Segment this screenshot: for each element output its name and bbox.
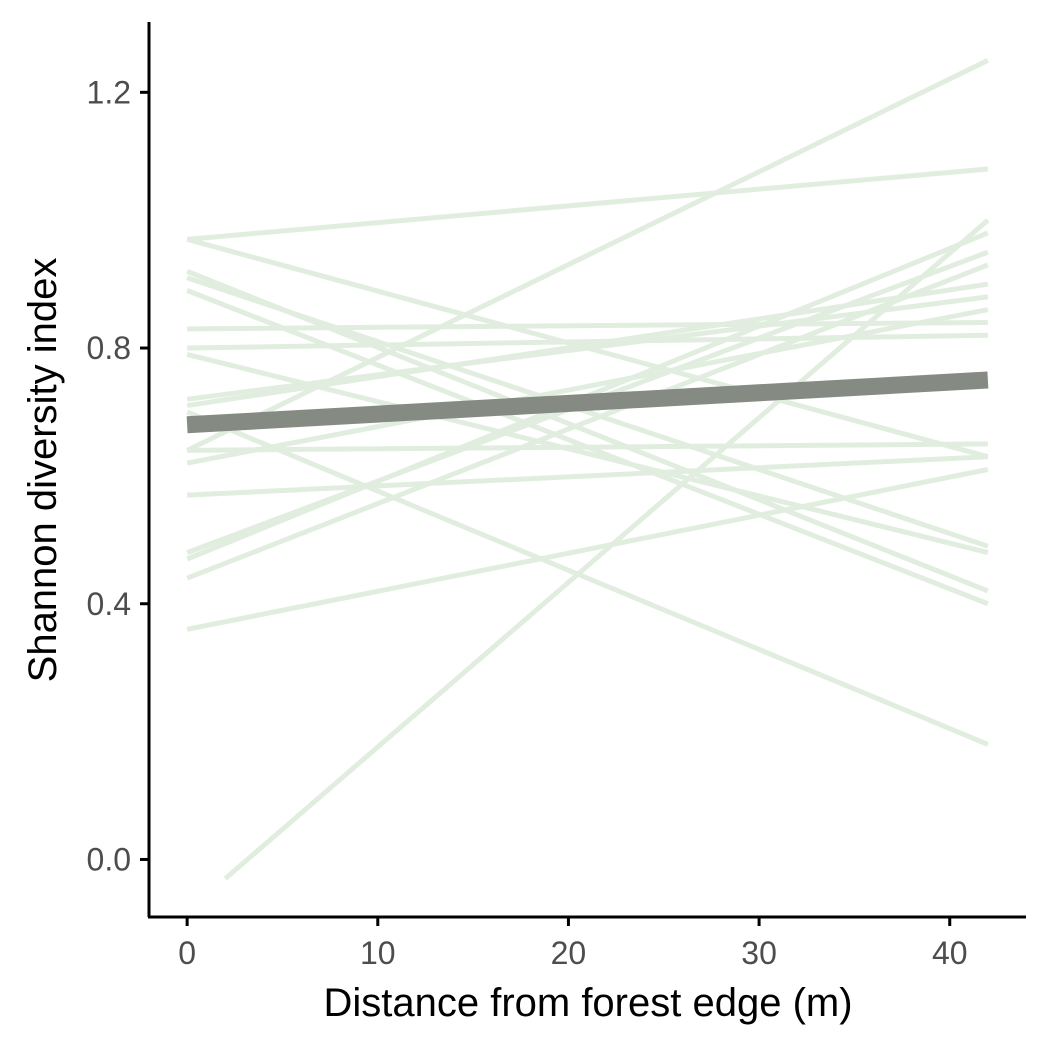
site-lines-group <box>186 58 990 881</box>
x-tick-label: 30 <box>741 935 777 971</box>
x-tick-label: 40 <box>932 935 968 971</box>
x-tick-label: 0 <box>178 935 196 971</box>
site-line-18 <box>186 409 989 747</box>
axes-group <box>147 22 1026 919</box>
site-line-1 <box>186 166 989 242</box>
x-ticks-group: 0 10 20 30 40 <box>178 917 968 971</box>
y-tick-label: 0.8 <box>87 330 131 366</box>
overall-line-group <box>186 371 989 434</box>
site-line-8 <box>187 319 988 332</box>
site-line-20 <box>186 467 989 632</box>
y-tick-label: 0.0 <box>87 841 131 877</box>
y-tick-label: 1.2 <box>87 74 131 110</box>
y-ticks-group: 0.0 0.4 0.8 1.2 <box>87 74 149 877</box>
y-tick-label: 0.4 <box>87 586 131 622</box>
x-tick-label: 20 <box>551 935 587 971</box>
y-axis-title: Shannon diversity index <box>21 258 65 683</box>
site-line-14 <box>187 454 988 498</box>
site-line-19 <box>187 441 988 453</box>
site-line-6 <box>186 275 989 549</box>
site-line-17 <box>186 262 989 581</box>
overall-trend-line <box>186 371 989 434</box>
site-line-3 <box>223 218 990 881</box>
site-line-13 <box>186 307 989 466</box>
site-line-11 <box>186 294 989 402</box>
x-axis-title: Distance from forest edge (m) <box>323 981 852 1025</box>
x-tick-label: 10 <box>360 935 396 971</box>
